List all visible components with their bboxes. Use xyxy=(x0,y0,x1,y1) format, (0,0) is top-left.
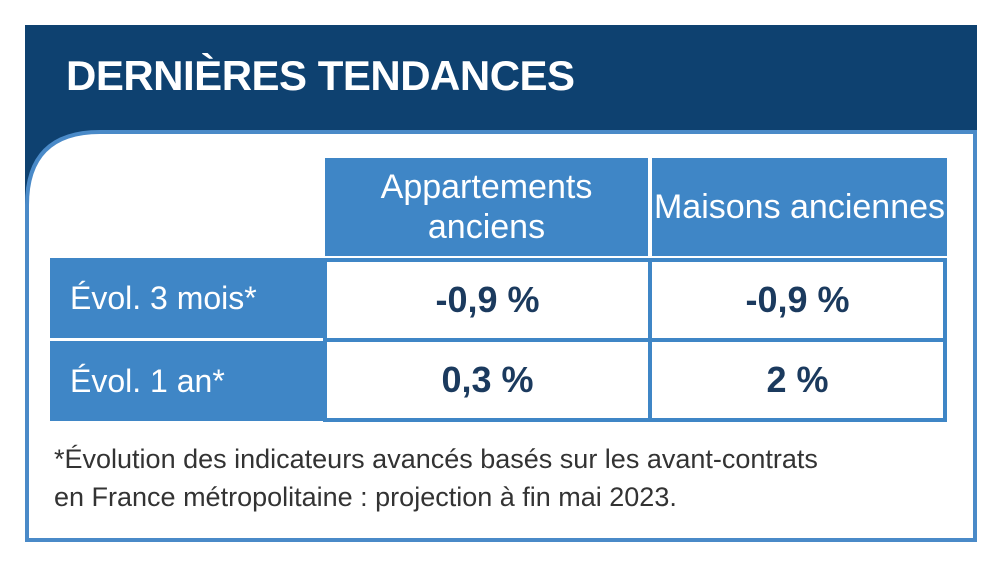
footnote: *Évolution des indicateurs avancés basés… xyxy=(54,440,974,516)
cell-value: -0,9 % xyxy=(323,258,652,342)
footnote-line: *Évolution des indicateurs avancés basés… xyxy=(54,444,818,474)
column-header: Appartements anciens xyxy=(325,158,648,256)
column-header: Maisons anciennes xyxy=(652,158,947,256)
cell-value: 0,3 % xyxy=(323,338,652,422)
row-label: Évol. 3 mois* xyxy=(50,258,325,338)
cell-value: 2 % xyxy=(648,338,947,422)
footnote-line: en France métropolitaine : projection à … xyxy=(54,482,677,512)
cell-value: -0,9 % xyxy=(648,258,947,342)
title: DERNIÈRES TENDANCES xyxy=(66,52,575,99)
row-label: Évol. 1 an* xyxy=(50,341,325,421)
